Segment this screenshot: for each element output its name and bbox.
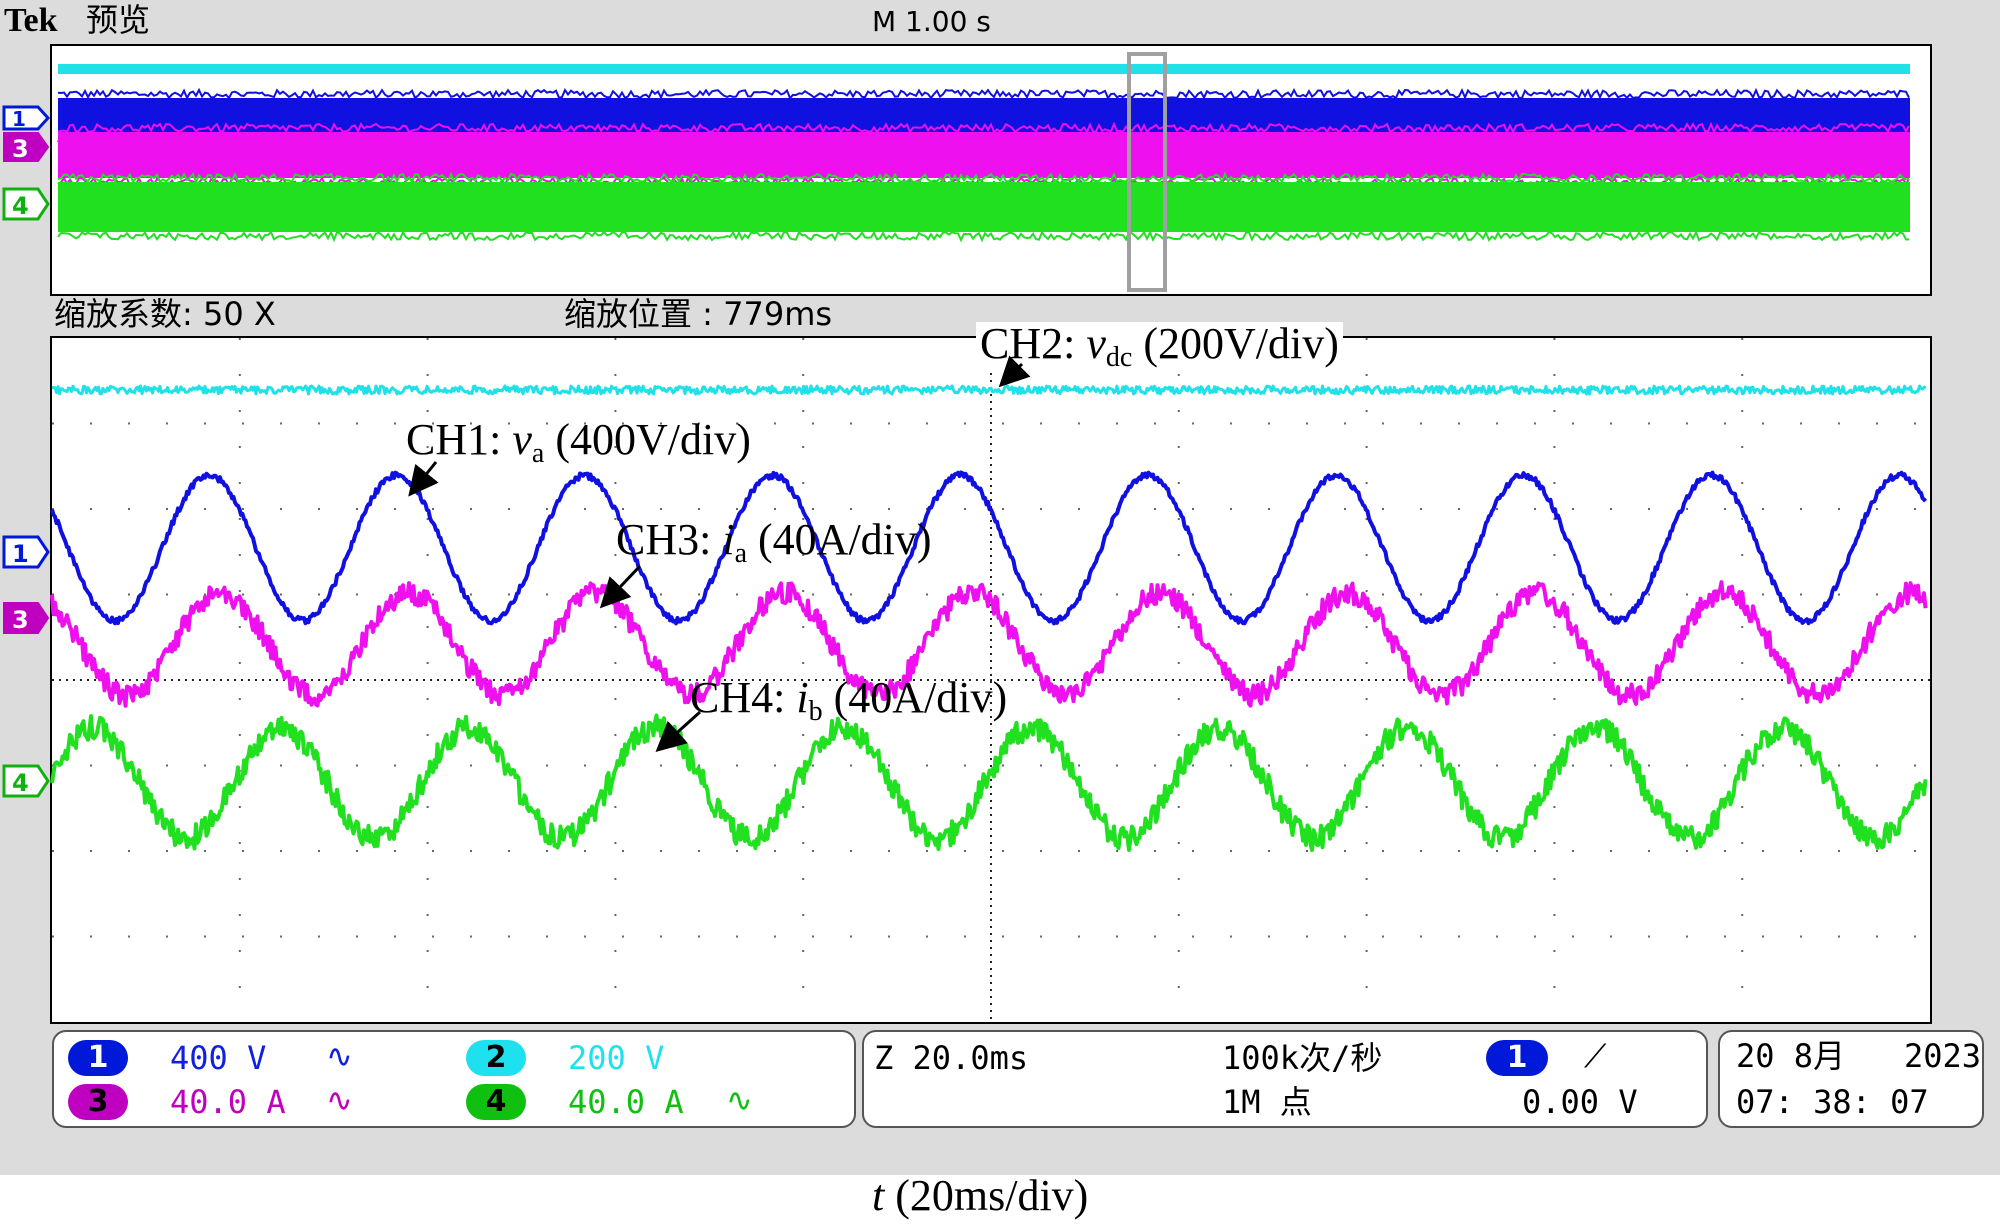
time: 07: 38: 07 bbox=[1736, 1083, 1929, 1121]
time-axis-label: t (20ms/div) bbox=[872, 1174, 1088, 1218]
annotation-ch3-prefix: CH3: bbox=[616, 515, 723, 564]
arrow-ch3 bbox=[599, 564, 642, 609]
trigger-slope-icon: ⟋ bbox=[1584, 1037, 1607, 1075]
date: 20 8月 bbox=[1736, 1037, 1846, 1075]
zoom-timebase: Z 20.0ms bbox=[874, 1039, 1029, 1077]
time-axis-unit: (20ms/div) bbox=[884, 1171, 1089, 1220]
annotation-ch1-sub: a bbox=[531, 438, 545, 469]
zoom-window-indicator[interactable] bbox=[1127, 52, 1167, 292]
arrow-ch1 bbox=[408, 461, 439, 497]
overview-ch3-trace bbox=[58, 132, 1910, 178]
zoom-ch1-marker: 1 bbox=[2, 535, 50, 569]
overview-ch3-marker: 3 bbox=[3, 132, 50, 163]
annotation-ch4-prefix: CH4: bbox=[690, 673, 797, 722]
annotation-ch4-suffix: (40A/div) bbox=[822, 673, 1008, 722]
zoom-factor-label: 缩放系数: 50 X bbox=[54, 295, 276, 333]
annotation-ch3-sub: a bbox=[734, 538, 748, 569]
annotation-ch1-prefix: CH1: bbox=[406, 415, 513, 464]
overview-ch1-marker-label: 1 bbox=[12, 107, 26, 131]
overview-ch4-trace-top-edge bbox=[57, 171, 1910, 185]
zoom-ch3-trace bbox=[50, 580, 1928, 708]
annotation-ch4: CH4: ib (40A/div) bbox=[690, 676, 1007, 726]
zoom-position-label: 缩放位置 : 779ms bbox=[564, 295, 833, 333]
zoom-ch4-marker: 4 bbox=[2, 764, 50, 798]
acquisition-panel: Z 20.0ms 100k次/秒 1M 点 1 ⟋ 0.00 V bbox=[862, 1030, 1708, 1128]
record-length: 1M 点 bbox=[1222, 1083, 1312, 1121]
ch3-badge[interactable]: 3 bbox=[68, 1084, 128, 1120]
overview-ch4-marker-label: 4 bbox=[12, 192, 29, 220]
annotation-ch3-suffix: (40A/div) bbox=[747, 515, 932, 564]
overview-ch3-marker-label: 3 bbox=[12, 135, 29, 163]
overview-ch4-marker: 4 bbox=[2, 187, 50, 221]
annotation-ch2-var: v bbox=[1086, 319, 1106, 368]
zoom-ch4-trace bbox=[50, 713, 1928, 852]
channel-readout-panel: 1 400 V ∿ 2 200 V 3 40.0 A ∿ 4 40.0 A ∿ bbox=[52, 1030, 856, 1128]
trigger-level: 0.00 V bbox=[1522, 1083, 1638, 1121]
ch3-coupling-icon: ∿ bbox=[326, 1081, 353, 1119]
timebase-readout: M 1.00 s bbox=[872, 5, 991, 38]
ch2-scale: 200 V bbox=[568, 1039, 665, 1077]
zoom-ch2-trace bbox=[51, 384, 1927, 396]
graticule bbox=[52, 338, 1930, 1022]
ch3-scale: 40.0 A bbox=[170, 1083, 286, 1121]
overview-ch1-trace-top-edge bbox=[57, 87, 1910, 101]
arrow-ch2 bbox=[998, 355, 1031, 388]
ch1-coupling-icon: ∿ bbox=[326, 1037, 353, 1075]
overview-ch1-marker: 1 bbox=[2, 105, 51, 131]
annotation-ch1-suffix: (400V/div) bbox=[544, 415, 751, 464]
zoom-ch4-marker-label: 4 bbox=[12, 769, 29, 797]
zoom-ch1-marker-label: 1 bbox=[12, 540, 29, 568]
zoom-ch3-marker: 3 bbox=[3, 602, 50, 634]
overview-ch2-trace bbox=[58, 64, 1910, 74]
year: 2023 bbox=[1904, 1037, 1982, 1075]
overview-waveforms bbox=[57, 64, 1910, 243]
ch4-badge[interactable]: 4 bbox=[466, 1084, 526, 1120]
annotation-ch4-var: i bbox=[796, 673, 809, 722]
annotation-ch3: CH3: ia (40A/div) bbox=[616, 518, 932, 568]
zoom-ch3-marker-label: 3 bbox=[12, 606, 29, 634]
zoom-ch1-trace bbox=[50, 470, 1928, 626]
annotation-ch2-suffix: (200V/div) bbox=[1132, 319, 1339, 368]
ch1-badge[interactable]: 1 bbox=[68, 1040, 128, 1076]
annotation-ch1-var: v bbox=[512, 415, 532, 464]
overview-ch3-trace-top-edge bbox=[57, 121, 1910, 135]
ch1-scale: 400 V bbox=[170, 1039, 267, 1077]
brand-logo: Tek bbox=[4, 2, 58, 39]
zoom-waveforms bbox=[50, 338, 1930, 1022]
time-axis-var: t bbox=[872, 1171, 885, 1220]
datetime-panel: 20 8月 2023 07: 38: 07 bbox=[1718, 1030, 1984, 1128]
overview-ch1-trace bbox=[58, 98, 1910, 138]
annotation-arrows bbox=[408, 355, 1031, 753]
annotation-ch4-sub: b bbox=[808, 696, 823, 727]
arrow-ch4 bbox=[655, 710, 702, 753]
sample-rate: 100k次/秒 bbox=[1222, 1039, 1383, 1077]
overview-ch4-trace bbox=[58, 182, 1910, 232]
oscilloscope-screen: Tek 预览 M 1.00 s 1 3 4 缩放系数: 50 X 缩放位置 : … bbox=[0, 0, 2000, 1175]
ch4-scale: 40.0 A bbox=[568, 1083, 684, 1121]
annotation-ch3-var: i bbox=[722, 515, 735, 564]
ch2-badge[interactable]: 2 bbox=[466, 1040, 526, 1076]
overview-ch4-trace-bottom-edge bbox=[57, 229, 1910, 243]
ch4-coupling-icon: ∿ bbox=[726, 1081, 753, 1119]
annotation-ch1: CH1: va (400V/div) bbox=[406, 418, 751, 468]
mode-label: 预览 bbox=[86, 1, 151, 39]
trigger-source-badge[interactable]: 1 bbox=[1486, 1040, 1548, 1076]
annotation-ch2-sub: dc bbox=[1105, 342, 1133, 373]
